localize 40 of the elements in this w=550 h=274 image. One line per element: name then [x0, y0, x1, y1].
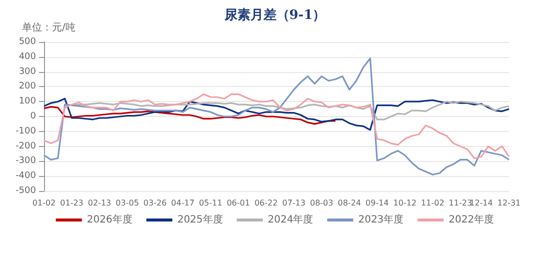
- x-tick-label: 05-11: [198, 198, 222, 208]
- x-tick-label: 12-14: [470, 198, 493, 208]
- x-tick-label: 04-17: [171, 198, 194, 208]
- x-tick-label: 11-23: [448, 198, 472, 208]
- legend-label: 2025年度: [177, 214, 223, 226]
- chart-title: 尿素月差（9-1）: [223, 7, 326, 23]
- y-tick-label: 400: [18, 52, 36, 62]
- x-tick-label: 01-02: [32, 198, 56, 208]
- x-tick-label: 10-12: [393, 198, 417, 208]
- line-series: [43, 93, 510, 160]
- x-tick-label: 06-01: [226, 198, 250, 208]
- y-tick-label: 200: [18, 82, 36, 92]
- x-tick-label: 08-24: [338, 198, 361, 208]
- y-tick-label: 300: [18, 66, 36, 77]
- x-tick-label: 01-23: [60, 198, 84, 208]
- x-tick-label: 08-03: [310, 198, 334, 208]
- y-tick-label: 500: [18, 37, 36, 47]
- y-tick-label: 0: [30, 112, 36, 122]
- legend-label: 2026年度: [86, 214, 132, 226]
- y-tick-label: -500: [16, 186, 36, 196]
- legend-label: 2022年度: [448, 214, 494, 226]
- x-tick-label: 03-26: [143, 198, 167, 208]
- x-tick-label: 11-02: [421, 198, 444, 208]
- x-tick-label: 09-14: [366, 198, 389, 208]
- text: 单位：元/吨: [22, 22, 76, 34]
- line-series: [43, 58, 510, 176]
- y-tick-label: 100: [18, 96, 36, 107]
- x-tick-label: 02-13: [88, 198, 112, 208]
- x-tick-label: 06-22: [254, 198, 278, 208]
- y-tick-label: -200: [16, 141, 36, 152]
- y-tick-label: -100: [16, 126, 36, 136]
- legend-label: 2024年度: [268, 214, 314, 226]
- line-series: [43, 98, 510, 131]
- legend-label: 2023年度: [358, 214, 404, 226]
- y-tick-label: -300: [16, 156, 36, 166]
- y-tick-label: -400: [16, 171, 36, 182]
- x-tick-label: 03-05: [116, 198, 139, 208]
- line-series: [43, 106, 336, 125]
- x-tick-label: 12-31: [497, 198, 521, 208]
- x-tick-label: 07-13: [282, 198, 306, 208]
